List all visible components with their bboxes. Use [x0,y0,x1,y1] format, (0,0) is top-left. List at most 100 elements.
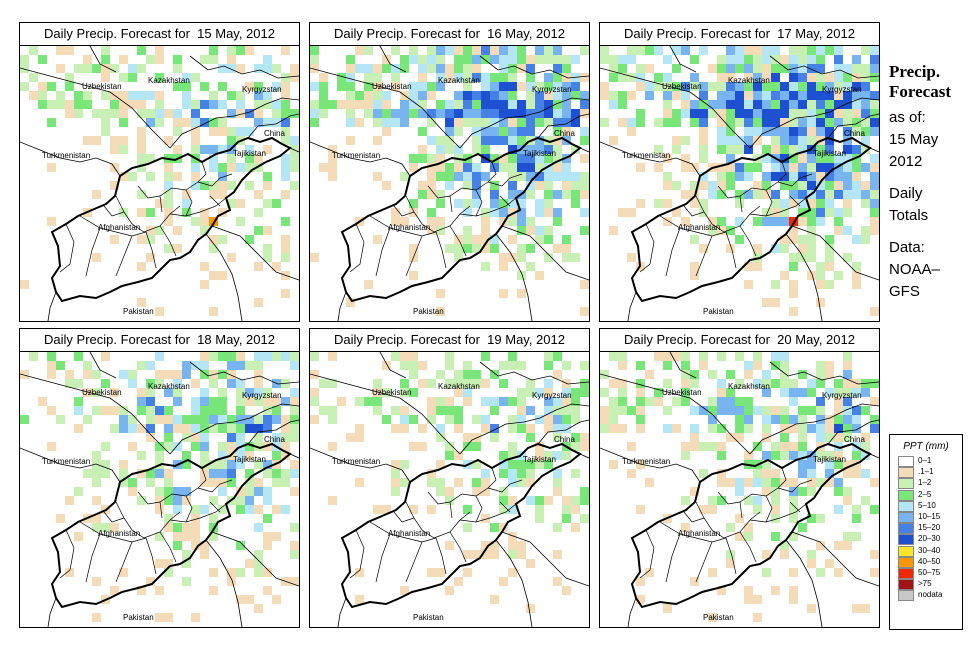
precip-cell [490,46,499,55]
precip-cell [672,208,681,217]
precip-cell [753,262,762,271]
precip-cell [481,145,490,154]
precip-cell [852,424,861,433]
precip-cell [209,478,218,487]
precip-cell [119,478,128,487]
precip-cell [789,514,798,523]
precip-cell [472,73,481,82]
precip-cell [281,136,290,145]
precip-cell [571,469,580,478]
precip-cell [427,64,436,73]
precip-cell [526,424,535,433]
precip-cell [562,505,571,514]
precip-cell [726,559,735,568]
precip-cell [454,172,463,181]
precip-cell [409,55,418,64]
precip-cell [427,109,436,118]
precip-cell [753,469,762,478]
precip-cell [870,226,879,235]
precip-cell [200,118,209,127]
precip-cell [663,424,672,433]
precip-cell [690,55,699,64]
afghanistan-border [630,136,872,303]
precip-cell [418,154,427,163]
country-label: Tajikistan [523,149,556,158]
precip-cell [310,397,319,406]
precip-cell [346,100,355,109]
precip-cell [191,172,200,181]
precip-cell [200,82,209,91]
precip-cell [272,406,281,415]
precip-cell [789,136,798,145]
precip-cell [526,73,535,82]
precip-cell [753,505,762,514]
precip-cell [663,379,672,388]
precip-cell [463,370,472,379]
precip-cell [227,460,236,469]
precip-cell [807,100,816,109]
precip-cell [463,163,472,172]
precip-cell [200,361,209,370]
province-border [405,541,423,583]
precip-cell [427,568,436,577]
precip-cell [580,208,589,217]
precip-cell [155,118,164,127]
precip-cell [254,388,263,397]
precip-cell [870,478,879,487]
province-border [79,215,147,237]
precip-cell [400,109,409,118]
precip-cell [119,415,128,424]
country-label: Afghanistan [678,223,720,232]
precip-cell [753,82,762,91]
precip-cell [490,100,499,109]
precip-cell [508,55,517,64]
precip-cell [218,163,227,172]
precip-cell [663,55,672,64]
province-border [449,531,467,563]
precip-cell [571,91,580,100]
precip-cell [164,172,173,181]
precip-cell [816,298,825,307]
precip-cell [553,100,562,109]
precip-cell [807,559,816,568]
precip-cell [74,487,83,496]
precip-cell [672,352,681,361]
precip-cell [798,127,807,136]
precip-cell [744,595,753,604]
precip-cell [209,379,218,388]
precip-cell [580,190,589,199]
precip-cell [807,550,816,559]
precip-cell [155,487,164,496]
precip-cell [535,415,544,424]
precip-cell [870,379,879,388]
precip-cell [481,55,490,64]
precip-cell [146,424,155,433]
precip-cell [762,217,771,226]
country-border [501,531,589,587]
country-border [479,55,589,79]
precip-cell [155,55,164,64]
precip-cell [65,379,74,388]
precip-cell [517,217,526,226]
precip-cell [562,190,571,199]
country-label: China [844,129,865,138]
precip-cell [526,217,535,226]
precip-cell-heavy [789,217,798,226]
precip-cell [526,433,535,442]
precip-cell [481,226,490,235]
precip-cell [508,46,517,55]
country-label: Kazakhstan [438,382,480,391]
precip-cell [861,127,870,136]
precip-cell [544,82,553,91]
precip-cell [852,91,861,100]
precip-cell [227,577,236,586]
precip-cell [137,127,146,136]
precip-cell [481,172,490,181]
province-border [777,173,813,187]
precip-cell [843,145,852,154]
precip-cell [445,451,454,460]
country-label: Uzbekistan [372,388,412,397]
precip-cell [843,415,852,424]
country-label: China [554,129,575,138]
precip-cell [798,235,807,244]
